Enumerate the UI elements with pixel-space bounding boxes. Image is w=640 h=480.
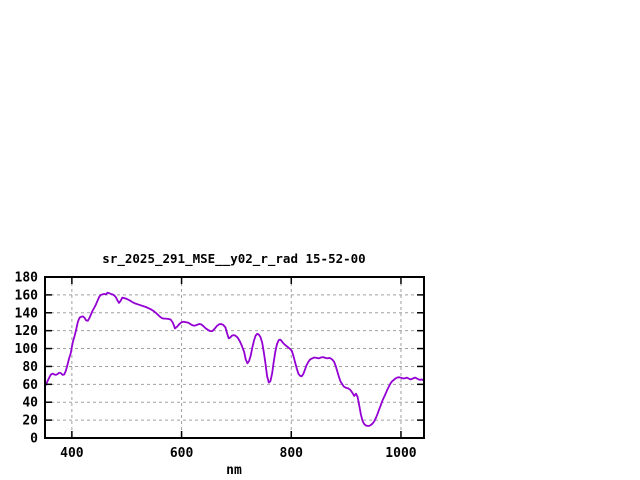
x-tick-label-400: 400 xyxy=(60,446,84,461)
x-tick-label-1000: 1000 xyxy=(385,446,416,461)
x-tick-label-600: 600 xyxy=(170,446,194,461)
x-tick-label-800: 800 xyxy=(280,446,304,461)
y-tick-label-60: 60 xyxy=(22,378,38,393)
y-tick-label-120: 120 xyxy=(15,324,39,339)
axis-layer: 400 600 800 1000 0 20 40 60 80 100 120 140 160 180 xyxy=(15,271,425,461)
chart-title: sr_2025_291_MSE__y02_r_rad 15-52-00 xyxy=(102,251,365,267)
x-axis-label: nm xyxy=(226,463,242,478)
grid-layer xyxy=(45,277,424,438)
y-tick-label-0: 0 xyxy=(30,432,38,447)
y-tick-label-40: 40 xyxy=(22,396,38,411)
y-tick-label-160: 160 xyxy=(15,288,39,303)
plot-border xyxy=(44,276,425,439)
spectral-radiance-curve xyxy=(44,291,425,427)
y-tick-label-140: 140 xyxy=(15,306,39,321)
y-tick-label-100: 100 xyxy=(15,342,39,357)
curve-layer xyxy=(44,291,425,427)
y-tick-label-80: 80 xyxy=(22,360,38,375)
y-tick-label-180: 180 xyxy=(15,271,39,286)
y-tick-label-20: 20 xyxy=(22,414,38,429)
